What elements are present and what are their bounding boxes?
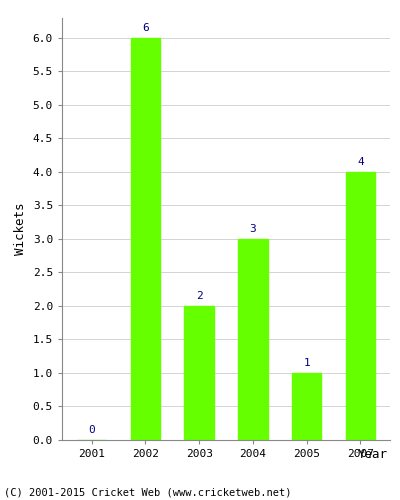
- Bar: [238, 239, 268, 440]
- Y-axis label: Wickets: Wickets: [14, 202, 27, 255]
- Text: 2: 2: [196, 291, 202, 301]
- Bar: [292, 373, 321, 440]
- Text: 6: 6: [142, 23, 149, 33]
- Text: 3: 3: [250, 224, 256, 234]
- Text: 0: 0: [88, 426, 95, 436]
- Text: (C) 2001-2015 Cricket Web (www.cricketweb.net): (C) 2001-2015 Cricket Web (www.cricketwe…: [4, 488, 292, 498]
- Bar: [184, 306, 214, 440]
- Text: 1: 1: [303, 358, 310, 368]
- Bar: [346, 172, 375, 440]
- Text: Year: Year: [358, 448, 388, 460]
- Bar: [131, 38, 160, 440]
- Text: 4: 4: [357, 157, 364, 167]
